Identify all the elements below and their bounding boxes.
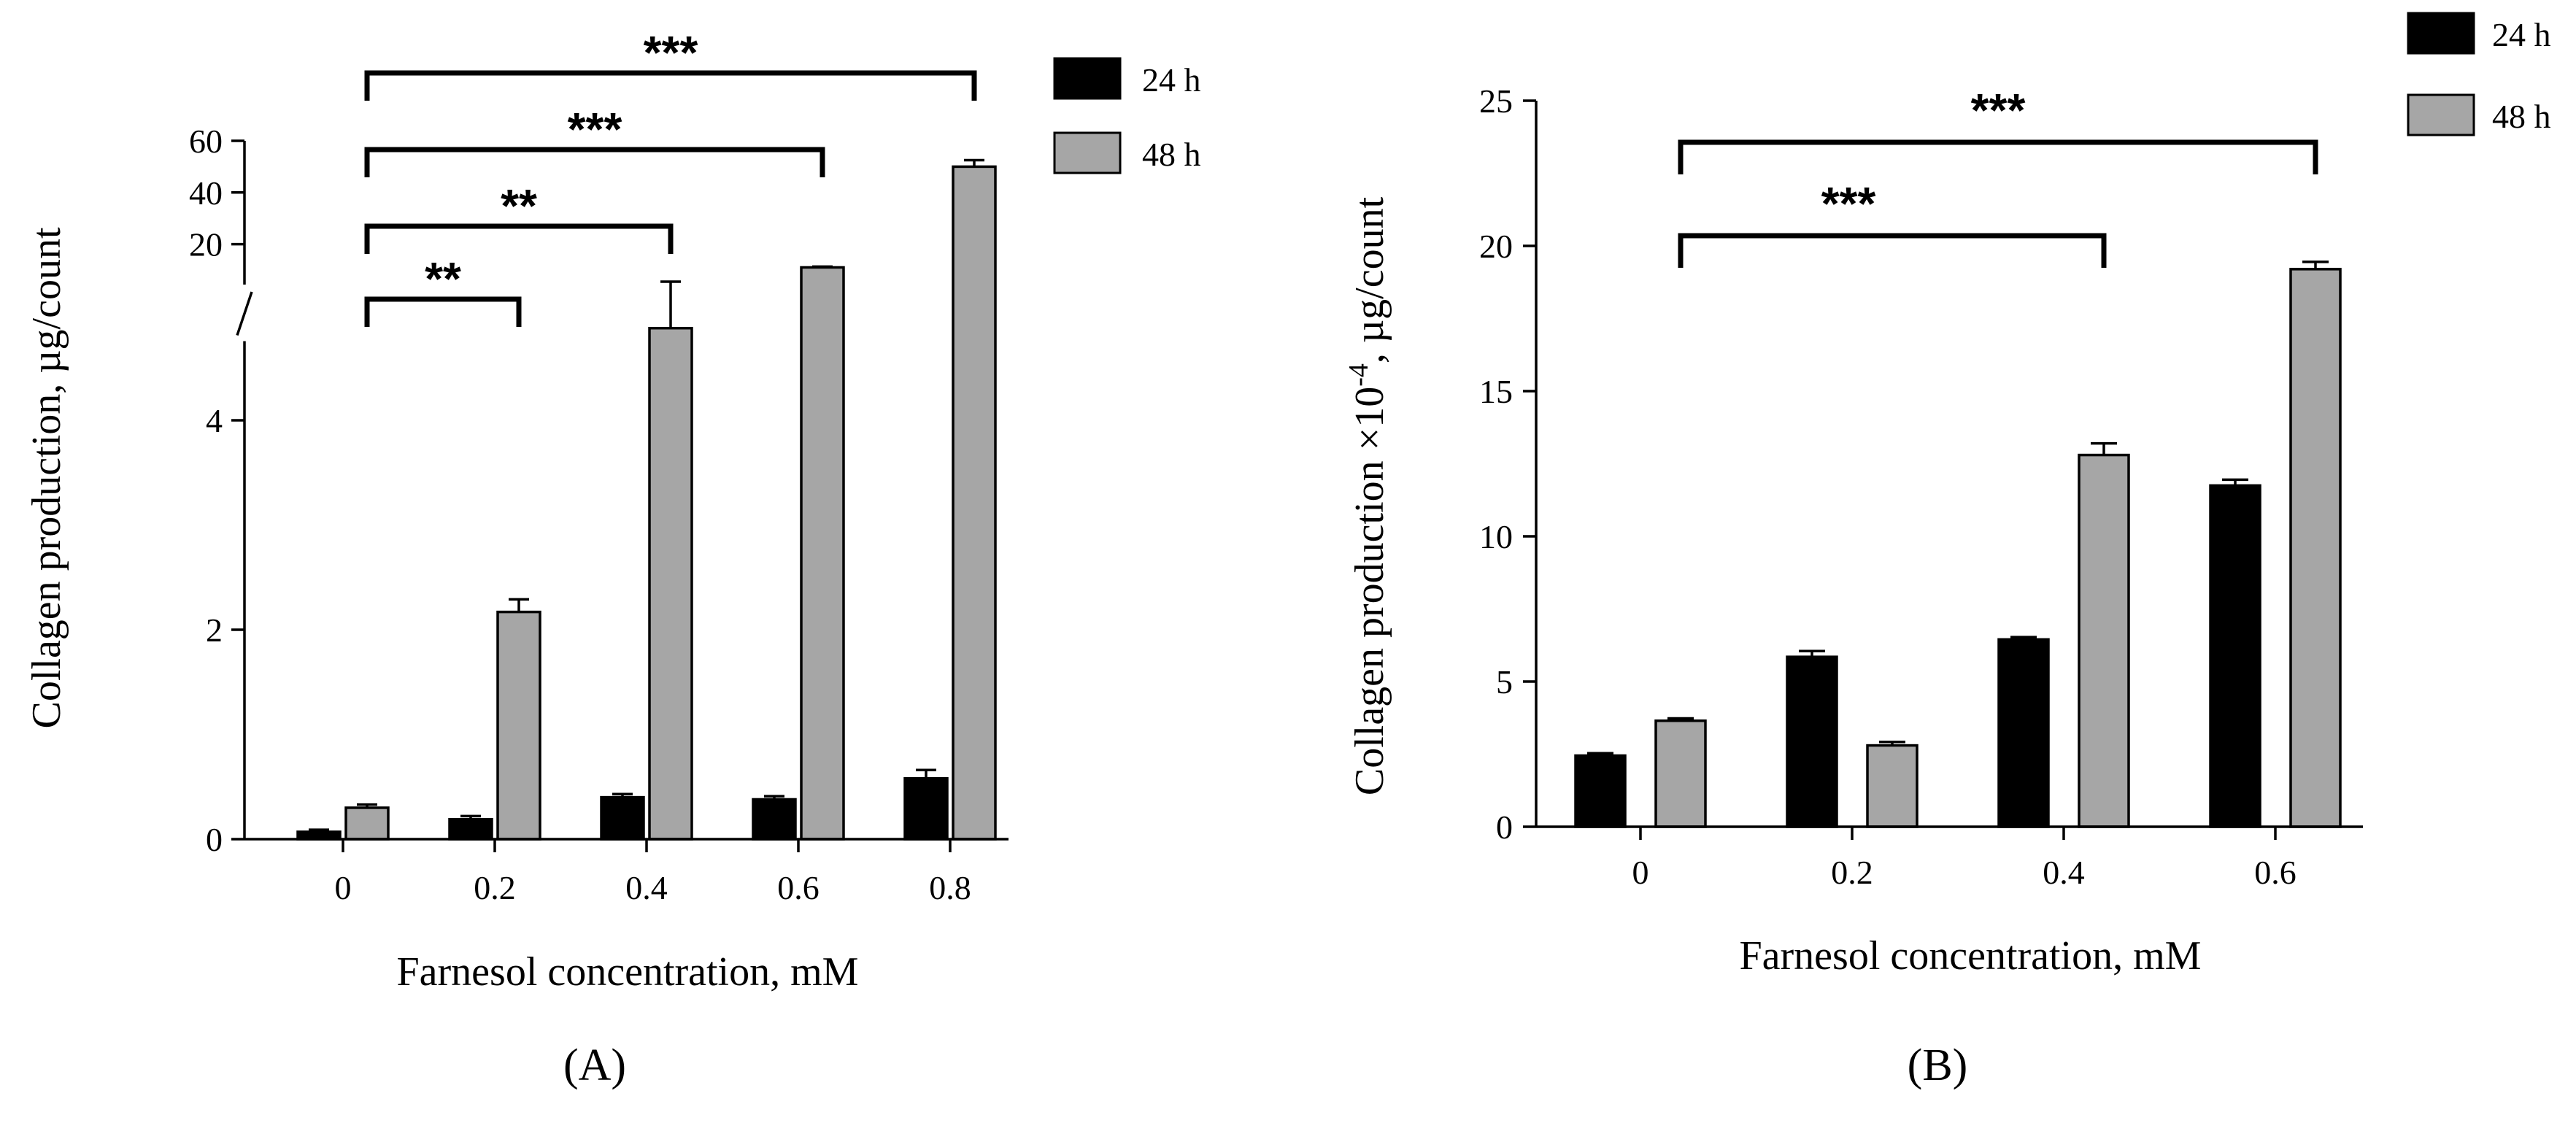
significance-label: ** [425, 252, 461, 305]
significance-label: *** [1821, 177, 1876, 230]
significance-bracket [364, 296, 522, 327]
y-tick-label: 20 [1479, 228, 1513, 265]
significance-bracket [1678, 139, 2318, 174]
panel-b-y-axis-label: Collagen production ×10-4, µg/count [1343, 196, 1392, 795]
panel-a-significance-brackets: ********** [364, 26, 977, 327]
panel-b-axes: 0 5 10 15 20 25 0 0.2 0.4 0.6 [1479, 82, 2363, 891]
legend-label-24h: 24 h [1142, 61, 1201, 99]
bar-48h-0.8 [952, 165, 997, 841]
panel-a-x-axis-label: Farnesol concentration, mM [397, 949, 859, 995]
x-tick-label: 0.4 [2043, 854, 2085, 891]
y-tick-label: 0 [206, 821, 223, 858]
significance-label: *** [1971, 84, 2026, 136]
panel-b-x-axis-label: Farnesol concentration, mM [1740, 933, 2202, 979]
x-tick-label: 0.6 [777, 869, 820, 906]
panel-a-label: (A) [563, 1041, 626, 1090]
significance-label: *** [644, 26, 698, 79]
significance-bracket [364, 70, 977, 101]
bar-24h-0.8 [903, 777, 949, 841]
bar-48h-0 [1654, 719, 1707, 828]
bar-24h-0.2 [448, 817, 493, 841]
panel-b-y-axis-label-main: Collagen production ×10 [1347, 387, 1392, 795]
legend-swatch-24h [1053, 57, 1122, 100]
bar-24h-0.6 [2209, 484, 2261, 828]
bar-48h-0.6 [2289, 268, 2342, 828]
significance-bracket [364, 223, 674, 254]
bar-48h-0.6 [800, 266, 845, 841]
legend-label-48h: 48 h [2492, 98, 2551, 135]
panel-b: *** *** 0 5 10 15 20 25 0 0.2 0.4 0.6 24 h 48 h Fa… [1343, 12, 2551, 1090]
y-tick-label: 5 [1496, 663, 1513, 701]
panel-a-bars [296, 158, 997, 841]
y-axis-break-mark [236, 291, 253, 336]
y-tick-label: 20 [189, 226, 223, 263]
bar-48h-0.2 [496, 610, 541, 841]
x-tick-label: 0 [335, 869, 352, 906]
panel-a-legend: 24 h 48 h [1053, 57, 1201, 174]
significance-bracket [1678, 233, 2107, 268]
y-tick-label: 40 [189, 174, 223, 212]
y-tick-label: 25 [1479, 82, 1513, 120]
x-tick-label: 0 [1632, 854, 1649, 891]
legend-label-24h: 24 h [2492, 16, 2551, 53]
panel-b-y-axis-label-exponent: -4 [1343, 363, 1374, 387]
panel-b-y-axis-label-unit: , µg/count [1347, 196, 1392, 363]
panel-b-label: (B) [1908, 1041, 1968, 1090]
bar-48h-0 [344, 806, 390, 841]
panel-b-significance-brackets: *** *** [1678, 84, 2318, 268]
panel-a-y-axis-label: Collagen production, µg/count [24, 227, 69, 728]
x-tick-label: 0.6 [2254, 854, 2297, 891]
y-tick-label: 15 [1479, 373, 1513, 410]
legend-label-48h: 48 h [1142, 136, 1201, 173]
panel-a-axes: 0 2 4 20 40 60 0 0.2 0.4 0.6 0.8 [189, 123, 1009, 906]
y-tick-label: 10 [1479, 518, 1513, 555]
bar-24h-0 [1574, 754, 1627, 828]
x-tick-label: 0.8 [929, 869, 971, 906]
significance-label: ** [501, 180, 537, 232]
bar-24h-0.2 [1786, 655, 1838, 828]
x-tick-label: 0.2 [474, 869, 516, 906]
y-tick-label: 2 [206, 611, 223, 649]
bar-48h-0.2 [1866, 744, 1918, 828]
x-tick-label: 0.2 [1831, 854, 1873, 891]
panel-b-bars [1574, 261, 2342, 828]
panel-b-legend: 24 h 48 h [2407, 12, 2551, 136]
bar-24h-0.6 [752, 798, 797, 841]
x-tick-label: 0.4 [625, 869, 668, 906]
significance-bracket [364, 147, 825, 177]
bar-24h-0.4 [1997, 638, 2050, 828]
bar-24h-0.4 [600, 795, 645, 841]
legend-swatch-48h [2407, 93, 2475, 136]
bar-48h-0.4 [648, 326, 693, 841]
legend-swatch-24h [2407, 12, 2475, 55]
y-tick-label: 0 [1496, 809, 1513, 846]
significance-label: *** [568, 103, 622, 155]
legend-swatch-48h [1053, 131, 1122, 174]
bar-48h-0.4 [2078, 453, 2130, 828]
y-tick-label: 60 [189, 123, 223, 160]
y-tick-label: 4 [206, 402, 223, 439]
